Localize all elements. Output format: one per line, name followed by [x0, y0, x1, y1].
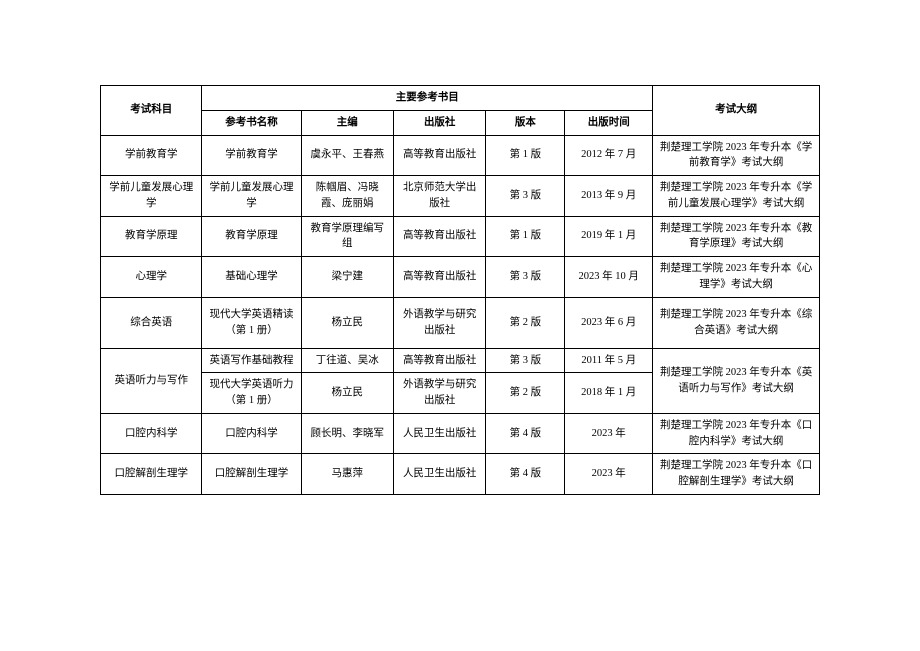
cell-publisher: 高等教育出版社 [393, 257, 485, 298]
cell-book: 学前教育学 [202, 135, 301, 176]
cell-book: 英语写作基础教程 [202, 348, 301, 373]
cell-outline: 荆楚理工学院 2023 年专升本《口腔内科学》考试大纲 [653, 413, 820, 454]
cell-date: 2023 年 10 月 [565, 257, 653, 298]
cell-editor: 马惠萍 [301, 454, 393, 495]
cell-book: 教育学原理 [202, 216, 301, 257]
cell-subject: 学前教育学 [101, 135, 202, 176]
cell-editor: 丁往道、吴冰 [301, 348, 393, 373]
cell-date: 2023 年 [565, 413, 653, 454]
cell-subject: 口腔内科学 [101, 413, 202, 454]
header-book-name: 参考书名称 [202, 110, 301, 135]
cell-subject: 综合英语 [101, 297, 202, 348]
cell-book: 口腔解剖生理学 [202, 454, 301, 495]
cell-book: 现代大学英语听力（第 1 册） [202, 373, 301, 414]
cell-book: 基础心理学 [202, 257, 301, 298]
table-row: 教育学原理 教育学原理 教育学原理编写组 高等教育出版社 第 1 版 2019 … [101, 216, 820, 257]
cell-date: 2023 年 [565, 454, 653, 495]
cell-edition: 第 3 版 [486, 348, 565, 373]
cell-subject: 教育学原理 [101, 216, 202, 257]
cell-book: 现代大学英语精读（第 1 册） [202, 297, 301, 348]
cell-subject: 学前儿童发展心理学 [101, 176, 202, 217]
cell-edition: 第 2 版 [486, 373, 565, 414]
cell-editor: 杨立民 [301, 297, 393, 348]
header-publisher: 出版社 [393, 110, 485, 135]
cell-publisher: 高等教育出版社 [393, 348, 485, 373]
cell-edition: 第 1 版 [486, 216, 565, 257]
cell-editor: 梁宁建 [301, 257, 393, 298]
table-row: 英语听力与写作 英语写作基础教程 丁往道、吴冰 高等教育出版社 第 3 版 20… [101, 348, 820, 373]
cell-edition: 第 4 版 [486, 454, 565, 495]
cell-publisher: 外语教学与研究出版社 [393, 297, 485, 348]
cell-edition: 第 3 版 [486, 257, 565, 298]
cell-subject: 口腔解剖生理学 [101, 454, 202, 495]
cell-edition: 第 4 版 [486, 413, 565, 454]
cell-outline: 荆楚理工学院 2023 年专升本《教育学原理》考试大纲 [653, 216, 820, 257]
cell-editor: 顾长明、李晓军 [301, 413, 393, 454]
cell-date: 2019 年 1 月 [565, 216, 653, 257]
cell-book: 口腔内科学 [202, 413, 301, 454]
cell-editor: 杨立民 [301, 373, 393, 414]
header-edition: 版本 [486, 110, 565, 135]
cell-publisher: 人民卫生出版社 [393, 454, 485, 495]
cell-outline: 荆楚理工学院 2023 年专升本《心理学》考试大纲 [653, 257, 820, 298]
table-row: 综合英语 现代大学英语精读（第 1 册） 杨立民 外语教学与研究出版社 第 2 … [101, 297, 820, 348]
table-row: 学前教育学 学前教育学 虞永平、王春燕 高等教育出版社 第 1 版 2012 年… [101, 135, 820, 176]
cell-date: 2012 年 7 月 [565, 135, 653, 176]
header-subject: 考试科目 [101, 86, 202, 136]
header-outline: 考试大纲 [653, 86, 820, 136]
cell-edition: 第 2 版 [486, 297, 565, 348]
cell-date: 2018 年 1 月 [565, 373, 653, 414]
cell-edition: 第 1 版 [486, 135, 565, 176]
table-row: 学前儿童发展心理学 学前儿童发展心理学 陈帼眉、冯晓霞、庞丽娟 北京师范大学出版… [101, 176, 820, 217]
reference-books-table: 考试科目 主要参考书目 考试大纲 参考书名称 主编 出版社 版本 出版时间 学前… [100, 85, 820, 495]
table-row: 口腔内科学 口腔内科学 顾长明、李晓军 人民卫生出版社 第 4 版 2023 年… [101, 413, 820, 454]
cell-outline: 荆楚理工学院 2023 年专升本《英语听力与写作》考试大纲 [653, 348, 820, 413]
cell-date: 2011 年 5 月 [565, 348, 653, 373]
cell-publisher: 外语教学与研究出版社 [393, 373, 485, 414]
cell-publisher: 人民卫生出版社 [393, 413, 485, 454]
cell-outline: 荆楚理工学院 2023 年专升本《学前教育学》考试大纲 [653, 135, 820, 176]
cell-publisher: 北京师范大学出版社 [393, 176, 485, 217]
header-pub-date: 出版时间 [565, 110, 653, 135]
cell-publisher: 高等教育出版社 [393, 216, 485, 257]
cell-publisher: 高等教育出版社 [393, 135, 485, 176]
header-editor: 主编 [301, 110, 393, 135]
table-row: 口腔解剖生理学 口腔解剖生理学 马惠萍 人民卫生出版社 第 4 版 2023 年… [101, 454, 820, 495]
cell-outline: 荆楚理工学院 2023 年专升本《综合英语》考试大纲 [653, 297, 820, 348]
cell-date: 2023 年 6 月 [565, 297, 653, 348]
cell-date: 2013 年 9 月 [565, 176, 653, 217]
cell-editor: 教育学原理编写组 [301, 216, 393, 257]
table-row: 心理学 基础心理学 梁宁建 高等教育出版社 第 3 版 2023 年 10 月 … [101, 257, 820, 298]
cell-outline: 荆楚理工学院 2023 年专升本《学前儿童发展心理学》考试大纲 [653, 176, 820, 217]
cell-subject: 心理学 [101, 257, 202, 298]
header-main-book: 主要参考书目 [202, 86, 653, 111]
cell-book: 学前儿童发展心理学 [202, 176, 301, 217]
cell-edition: 第 3 版 [486, 176, 565, 217]
cell-subject: 英语听力与写作 [101, 348, 202, 413]
cell-editor: 虞永平、王春燕 [301, 135, 393, 176]
cell-outline: 荆楚理工学院 2023 年专升本《口腔解剖生理学》考试大纲 [653, 454, 820, 495]
cell-editor: 陈帼眉、冯晓霞、庞丽娟 [301, 176, 393, 217]
